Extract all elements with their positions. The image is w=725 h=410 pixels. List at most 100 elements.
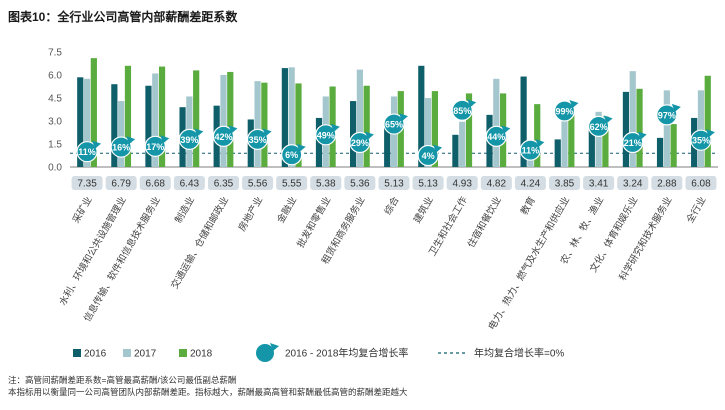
- cagr-marker-circle: [690, 129, 712, 151]
- bar-2017: [254, 81, 261, 167]
- gap-value-label: 5.13: [418, 179, 438, 190]
- category-label: 建筑业: [411, 195, 436, 226]
- legend-label: 年均复合增长率=0%: [474, 347, 564, 360]
- gap-value-label: 6.35: [214, 179, 234, 190]
- gap-value-pill: [651, 176, 683, 190]
- cagr-marker: 29%: [349, 131, 374, 154]
- legend-cagr-circle: [256, 344, 274, 362]
- gap-value-label: 4.93: [452, 179, 472, 190]
- cagr-marker-pointer: [501, 125, 511, 134]
- cagr-marker-circle: [349, 131, 371, 154]
- category-label: 教育: [518, 195, 538, 217]
- cagr-marker: 97%: [656, 103, 681, 126]
- cagr-marker-pointer: [330, 123, 340, 132]
- y-tick-label: 4.5: [48, 94, 62, 105]
- gap-value-label: 4.82: [487, 179, 507, 190]
- bar-2018: [363, 85, 370, 167]
- bar-2016: [145, 85, 152, 167]
- cagr-marker: 4%: [417, 144, 443, 167]
- gap-value-label: 5.38: [316, 179, 336, 190]
- cagr-marker: 99%: [553, 100, 579, 122]
- bar-2016: [111, 84, 118, 167]
- gap-value-label: 6.43: [180, 179, 200, 190]
- cagr-marker-pointer: [364, 131, 374, 140]
- bars-layer: [77, 58, 711, 168]
- bar-2017: [663, 90, 670, 167]
- y-tick-label: 3.0: [48, 117, 62, 128]
- cagr-marker: 17%: [144, 135, 170, 157]
- gap-value-pill: [446, 176, 478, 190]
- bar-2017: [152, 73, 159, 167]
- bar-2017: [288, 67, 295, 167]
- cagr-marker: 16%: [110, 136, 136, 158]
- cagr-marker-circle: [178, 128, 200, 150]
- cagr-label: 11%: [522, 146, 540, 156]
- bar-2017: [561, 114, 568, 167]
- bar-2018: [465, 93, 473, 167]
- cagr-label: 42%: [214, 132, 232, 142]
- cagr-marker: 62%: [588, 115, 613, 137]
- cagr-label: 6%: [285, 150, 298, 160]
- cagr-marker-pointer: [399, 113, 408, 122]
- cagr-label: 99%: [556, 107, 574, 117]
- gap-value-label: 3.85: [555, 179, 575, 190]
- legend-label: 2016 - 2018年均复合增长率: [285, 347, 408, 360]
- gap-value-pill: [412, 176, 444, 190]
- cagr-marker-pointer: [671, 103, 681, 112]
- legend-item: 2018: [179, 349, 213, 360]
- cagr-label: 4%: [422, 151, 435, 161]
- bar-2017: [629, 71, 636, 167]
- bar-2016: [554, 139, 561, 167]
- gap-value-label: 5.55: [282, 179, 302, 190]
- legend: 2016 2017 2018 2016 - 2018年均复合增长率 年均复合增长率=0%: [73, 343, 564, 362]
- bar-2018: [261, 82, 268, 167]
- bar-2016: [656, 137, 664, 167]
- category-label: 全行业: [684, 195, 709, 226]
- legend-label: 2018: [190, 349, 213, 360]
- bar-2016: [588, 124, 595, 167]
- gap-value-pill: [583, 176, 615, 190]
- cagr-marker-pointer: [637, 131, 647, 140]
- cagr-marker-pointer: [296, 143, 306, 152]
- cagr-marker-circle: [451, 99, 473, 121]
- bar-2018: [534, 104, 541, 167]
- legend-label: 2016: [84, 349, 107, 360]
- cagr-marker-circle: [417, 144, 439, 167]
- category-label: 制造业: [172, 195, 197, 226]
- bar-2016: [349, 101, 357, 167]
- category-label: 批发和零售业: [294, 195, 333, 250]
- cagr-marker: 44%: [485, 125, 511, 147]
- cagr-label: 11%: [78, 147, 96, 157]
- bar-2016: [622, 91, 630, 167]
- legend-item: 2016: [73, 349, 107, 360]
- cagr-label: 65%: [385, 120, 403, 130]
- cagr-marker-pointer: [160, 135, 170, 144]
- gap-value-pill: [344, 176, 376, 190]
- cagr-label: 44%: [487, 132, 505, 142]
- legend-item: 年均复合增长率=0%: [438, 347, 564, 360]
- gap-value-pill: [207, 176, 239, 190]
- gap-value-label: 6.68: [146, 179, 166, 190]
- cagr-marker-circle: [144, 135, 166, 157]
- bar-2018: [431, 91, 439, 167]
- bar-2016: [452, 134, 459, 167]
- cagr-label: 21%: [624, 138, 642, 148]
- y-tick-label: 6.0: [48, 71, 62, 82]
- bar-2017: [697, 90, 705, 167]
- bar-2018: [227, 71, 234, 167]
- cagr-marker-circle: [212, 125, 235, 147]
- cagr-label: 97%: [658, 110, 676, 120]
- cagr-label: 16%: [112, 143, 130, 153]
- gap-value-label: 3.41: [589, 179, 609, 190]
- bar-2018: [295, 83, 302, 167]
- gap-value-label: 4.24: [521, 179, 541, 190]
- note-line-2: 本指标用以衡量同一公司高管团队内部薪酬差距。指标越大，薪酬最高高管和薪酬最低高管…: [8, 387, 408, 397]
- bar-2018: [158, 66, 166, 167]
- cagr-marker: 42%: [212, 125, 238, 147]
- category-label: 房地产业: [236, 195, 265, 234]
- cagr-marker: 85%: [451, 99, 477, 121]
- legend-swatch: [179, 349, 187, 357]
- bar-2018: [568, 109, 575, 167]
